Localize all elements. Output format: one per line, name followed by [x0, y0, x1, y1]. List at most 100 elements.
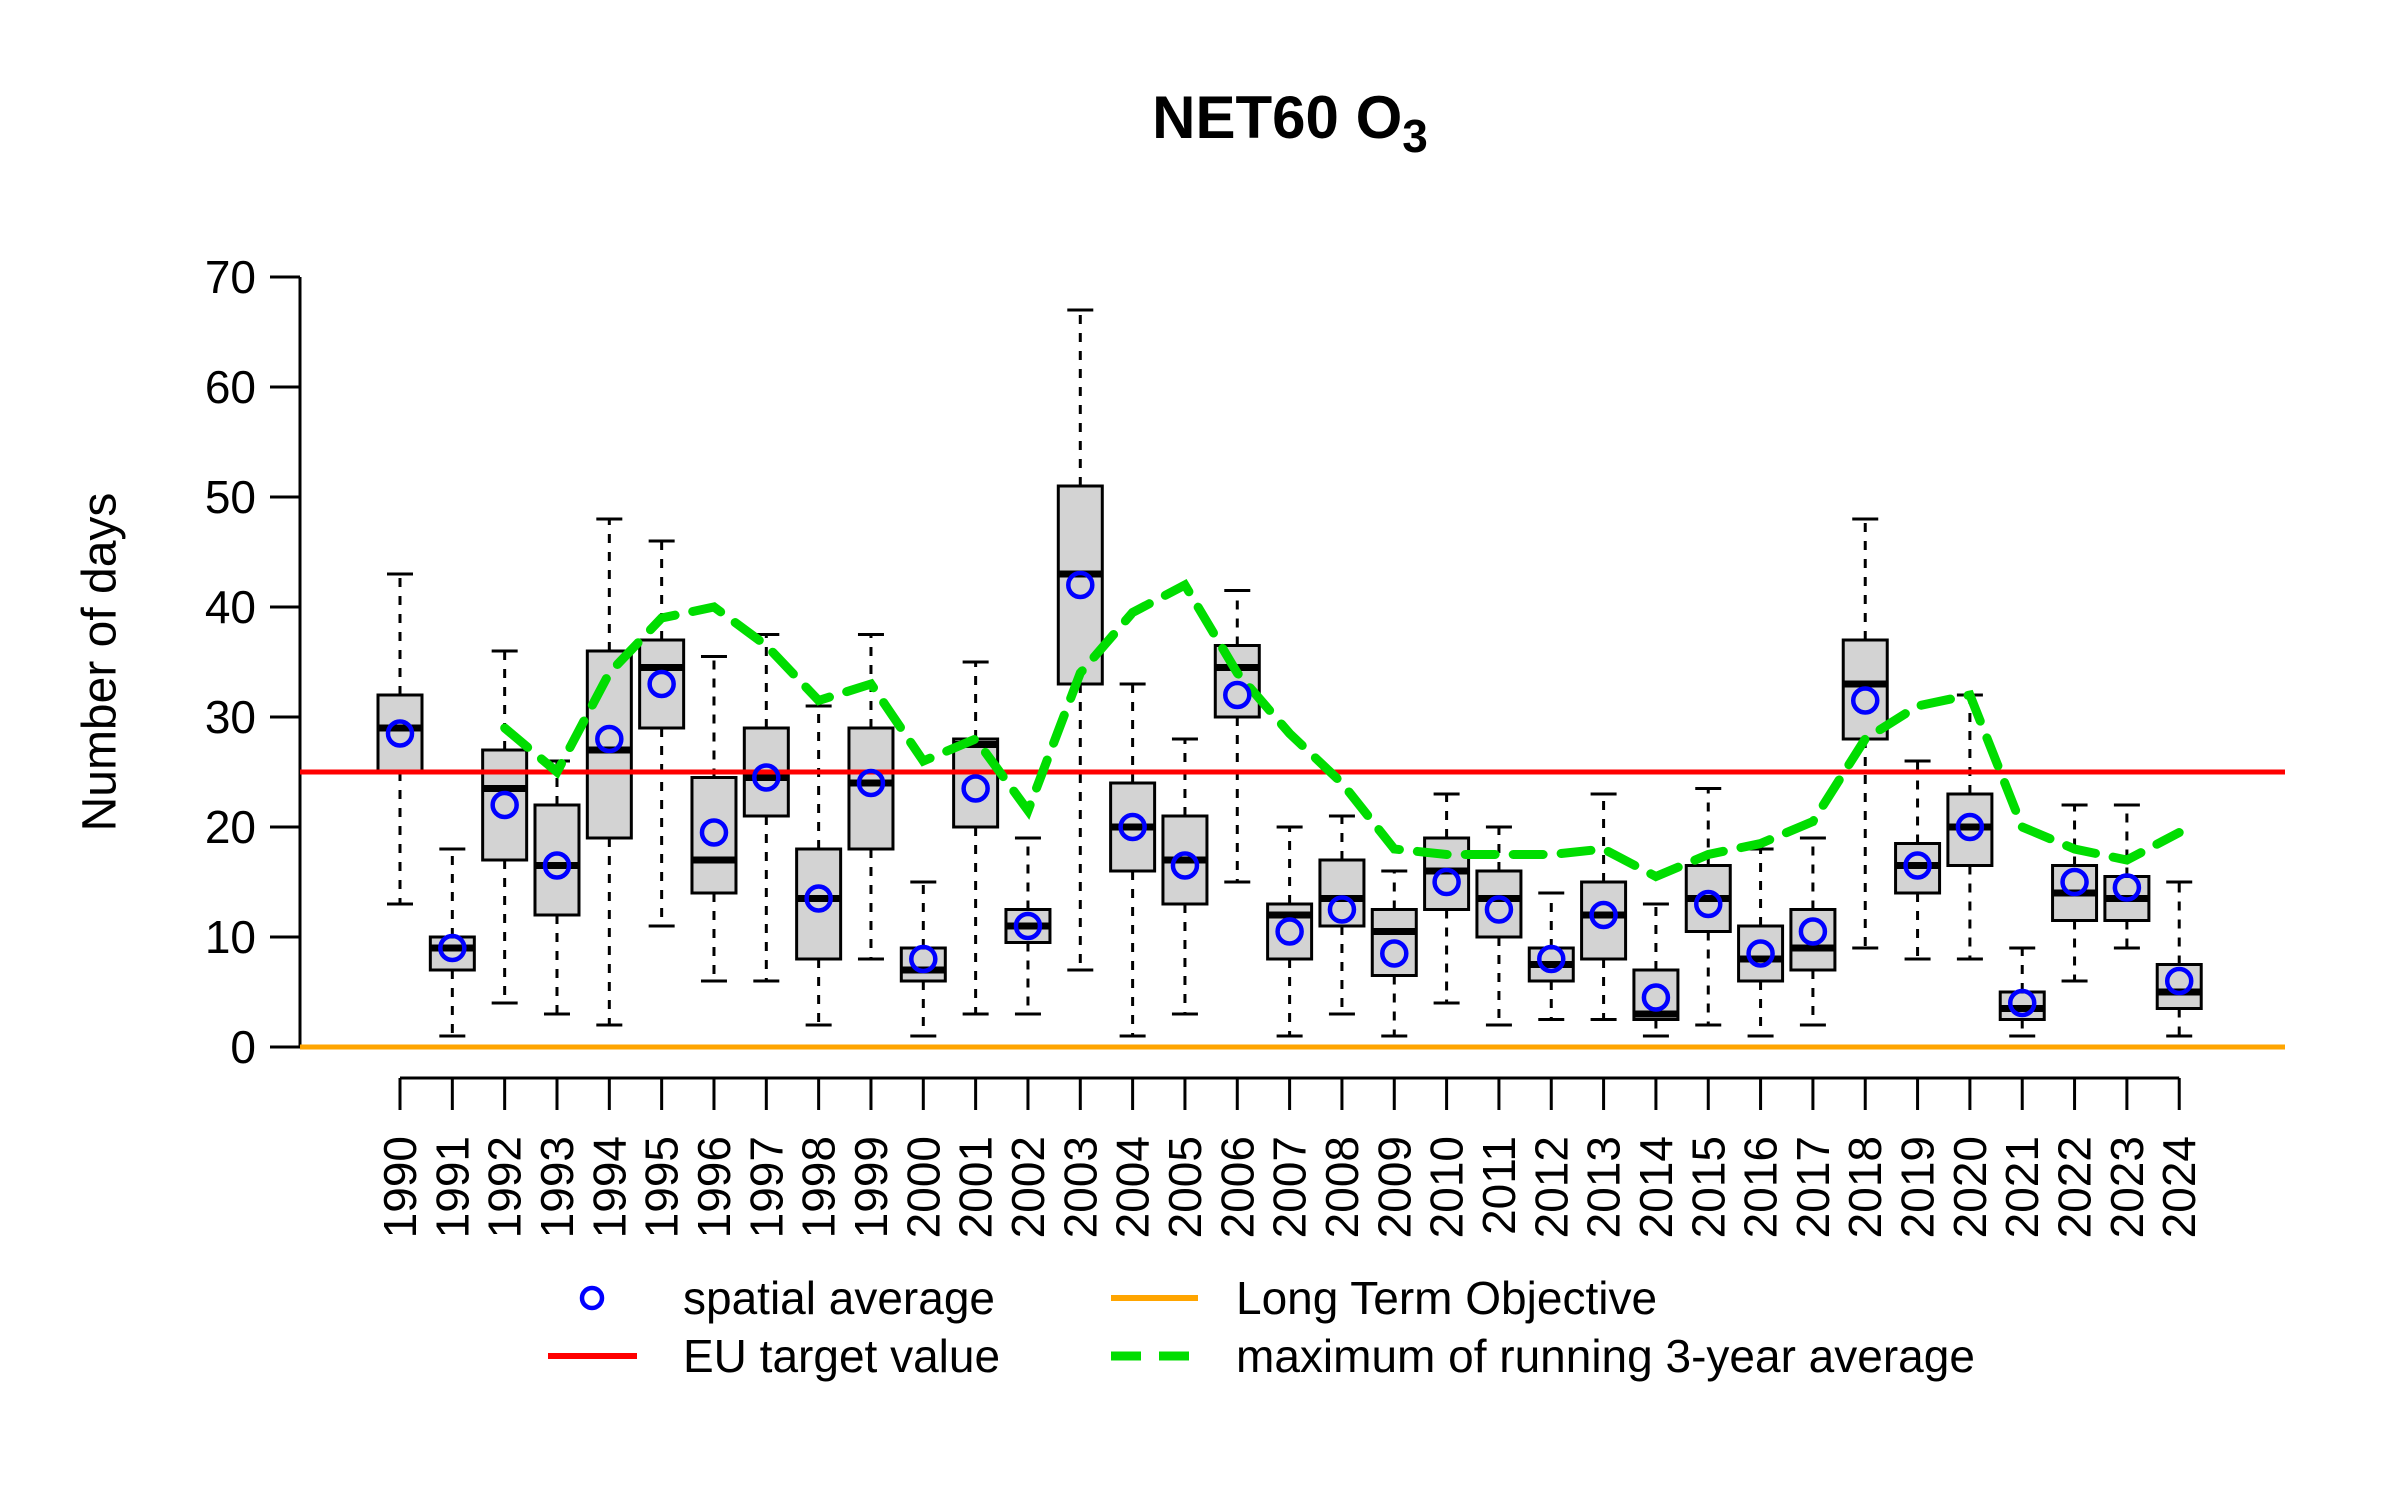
spatial-average-point-1993 [542, 851, 572, 880]
x-tick-label: 2009 [1368, 1136, 1420, 1238]
spatial-average-point-2003 [1066, 570, 1095, 600]
max-running-average-line [500, 579, 2184, 882]
box-2018 [1841, 638, 1889, 741]
x-tick-label: 1991 [426, 1136, 478, 1238]
y-tick-label: 60 [205, 361, 256, 413]
x-tick-label: 2013 [1578, 1136, 1630, 1238]
x-tick-label: 1999 [845, 1136, 897, 1238]
legend-item-max-running-average: maximum of running 3-year average [1111, 1330, 1975, 1382]
y-tick-label: 50 [205, 471, 256, 523]
spatial-average-point-1992 [490, 790, 519, 820]
spatial-average-point-2017 [1798, 917, 1828, 946]
box-2006 [1213, 644, 1261, 719]
x-tick-label: 2002 [1002, 1136, 1054, 1238]
spatial-average-point-2004 [1118, 812, 1147, 842]
page-title: NET60 O3 [1152, 84, 1428, 162]
x-tick-label: 2019 [1892, 1136, 1944, 1238]
spatial-average-point-2009 [1380, 939, 1409, 968]
box-2011 [1475, 869, 1523, 939]
spatial-average-point-2021 [2007, 988, 2037, 1018]
legend-item-eu-target-value: EU target value [548, 1330, 1000, 1382]
spatial-average-point-2016 [1746, 939, 1775, 968]
spatial-average-point-2019 [1903, 851, 1932, 880]
x-tick-label: 2011 [1473, 1136, 1525, 1235]
box-1991 [428, 935, 476, 972]
x-tick-label: 2008 [1316, 1136, 1368, 1238]
spatial-average-point-1997 [752, 763, 781, 792]
x-tick-label: 2014 [1630, 1136, 1682, 1238]
spatial-average-point-2011 [1484, 895, 1514, 924]
spatial-average-point-1990 [385, 719, 415, 748]
spatial-average-point-2002 [1013, 911, 1043, 941]
x-tick-label: 1990 [374, 1136, 426, 1238]
legend-label: maximum of running 3-year average [1236, 1330, 1975, 1382]
x-tick-label: 2016 [1735, 1136, 1787, 1238]
spatial-average-point-2000 [909, 944, 938, 974]
x-tick-label: 2005 [1159, 1136, 1211, 1238]
spatial-average-point-1991 [438, 933, 467, 963]
x-tick-label: 2001 [950, 1136, 1002, 1238]
box-1995 [638, 638, 686, 730]
legend-label: EU target value [683, 1330, 1000, 1382]
spatial-average-point-2013 [1589, 900, 1618, 930]
legend-item-long-term-objective: Long Term Objective [1111, 1272, 1657, 1324]
y-tick-label: 0 [230, 1021, 256, 1073]
spatial-average-point-1995 [647, 669, 676, 699]
x-tick-label: 2010 [1421, 1136, 1473, 1238]
y-axis-label: Number of days [74, 493, 127, 832]
y-tick-label: 70 [205, 251, 256, 303]
x-tick-label: 1998 [793, 1136, 845, 1238]
box-2016 [1737, 924, 1785, 983]
box-2013 [1580, 880, 1628, 961]
x-tick-label: 2024 [2153, 1136, 2205, 1238]
x-tick-label: 1992 [479, 1136, 531, 1238]
x-tick-label: 2004 [1107, 1136, 1159, 1238]
x-tick-label: 2022 [2049, 1136, 2101, 1238]
spatial-average-point-2007 [1275, 917, 1304, 946]
legend-item-spatial-average: spatial average [579, 1272, 995, 1324]
x-tick-label: 1994 [583, 1136, 635, 1238]
x-tick-label: 1997 [740, 1136, 792, 1238]
box-1990 [376, 693, 424, 774]
box-1996 [690, 776, 738, 895]
box-1999 [847, 726, 895, 851]
x-tick-label: 2020 [1944, 1136, 1996, 1238]
y-tick-label: 40 [205, 581, 256, 633]
spatial-average-point-1994 [595, 724, 624, 754]
spatial-average-point-2010 [1432, 867, 1461, 897]
x-tick-label: 2003 [1054, 1136, 1106, 1238]
y-tick-label: 20 [205, 801, 256, 853]
x-tick-label: 2021 [1996, 1136, 2048, 1238]
box-2008 [1318, 858, 1366, 928]
spatial-average-point-2018 [1850, 686, 1880, 715]
spatial-average-point-1998 [804, 884, 833, 913]
x-tick-label: 1993 [531, 1136, 583, 1238]
spatial-average-point-2006 [1223, 680, 1252, 710]
y-tick-label: 30 [205, 691, 256, 743]
legend: spatial average Long Term Objective EU t… [548, 1272, 1975, 1382]
x-tick-label: 1995 [636, 1136, 688, 1238]
x-tick-label: 2006 [1211, 1136, 1263, 1238]
box-2001 [952, 737, 1000, 829]
legend-label: Long Term Objective [1236, 1272, 1657, 1324]
spatial-average-point-2012 [1537, 944, 1566, 974]
box-1993 [533, 803, 581, 917]
spatial-average-point-2001 [961, 774, 990, 803]
x-tick-label: 2007 [1264, 1136, 1316, 1238]
spatial-average-point-2023 [2112, 873, 2142, 902]
x-tick-label: 2012 [1525, 1136, 1577, 1238]
y-tick-label: 10 [205, 911, 256, 963]
spatial-average-point-1999 [856, 768, 886, 798]
spatial-average-point-2014 [1641, 983, 1671, 1012]
spatial-average-symbol-icon [579, 1285, 605, 1311]
box-2024 [2155, 963, 2203, 1010]
x-tick-label: 2018 [1839, 1136, 1891, 1238]
spatial-average-point-2008 [1327, 895, 1357, 924]
box-2000 [899, 946, 947, 983]
spatial-average-point-1996 [699, 818, 729, 847]
x-tick-label: 1996 [688, 1136, 740, 1238]
spatial-average-point-2005 [1170, 851, 1200, 880]
x-tick-label: 2017 [1787, 1136, 1839, 1238]
